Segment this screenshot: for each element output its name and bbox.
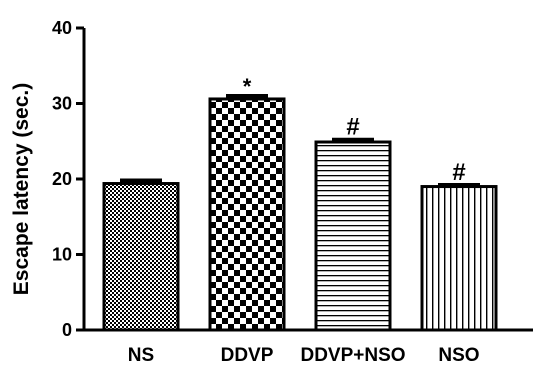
- y-tick-label: 20: [52, 169, 72, 189]
- y-tick-label: 40: [52, 18, 72, 38]
- bar-ddvp-nso: [314, 140, 392, 332]
- y-tick-label: 10: [52, 245, 72, 265]
- significance-star: *: [243, 74, 252, 99]
- bar-ns: [102, 182, 180, 332]
- x-tick-label: DDVP: [221, 345, 274, 365]
- x-tick-label: NSO: [438, 345, 479, 365]
- annotations-layer: * # #: [243, 74, 466, 186]
- significance-hash: #: [346, 114, 359, 141]
- x-tick-label: DDVP+NSO: [300, 345, 405, 365]
- bars-layer: [102, 97, 498, 332]
- y-ticks-layer: 0 10 20 30 40: [52, 18, 84, 340]
- error-bars-layer: [120, 93, 480, 188]
- x-tick-label: NS: [128, 345, 154, 365]
- y-tick-label: 30: [52, 94, 72, 114]
- significance-hash: #: [452, 159, 465, 186]
- y-axis-title: Escape latency (sec.): [10, 83, 33, 295]
- bar-nso: [420, 185, 498, 332]
- y-tick-label: 0: [62, 320, 72, 340]
- bar-ddvp: [208, 97, 286, 332]
- x-tick-labels-layer: NS DDVP DDVP+NSO NSO: [128, 345, 480, 365]
